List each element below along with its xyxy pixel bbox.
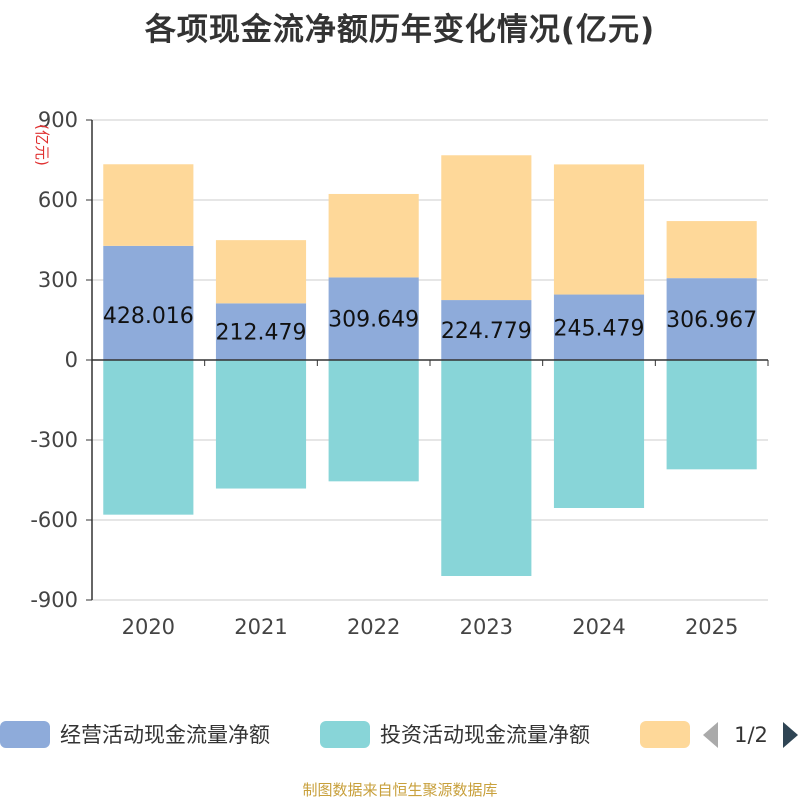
bar-2023-series-3 [441,155,532,301]
legend-next-page-icon[interactable] [783,722,798,748]
legend-page-indicator: 1/2 [734,723,768,747]
bar-2023-series-2 [441,360,532,576]
legend: 经营活动现金流量净额 投资活动现金流量净额 1/2 [0,721,798,748]
bar-2024-series-2 [553,360,645,508]
data-label-2023: 224.779 [441,319,532,344]
x-tick-label: 2025 [685,615,738,639]
bar-2021-series-3 [215,240,307,304]
bar-2021-series-2 [215,360,307,489]
bar-2022-series-2 [328,360,419,482]
data-label-2022: 309.649 [328,308,419,333]
bar-2025-series-1 [666,278,757,360]
bar-2025-series-2 [666,360,757,470]
data-label-2020: 428.016 [103,304,194,329]
y-tick-label: 0 [65,348,78,372]
y-tick-label: -600 [30,508,78,532]
data-labels: 428.016 212.479 309.649 224.779 245.479 306.9… [103,304,757,346]
axes: 900 600 300 0 -300 -600 -900 2020 2021 2022 2023 20… [30,108,769,639]
y-tick-label: -900 [30,588,78,612]
x-tick-label: 2024 [572,615,625,639]
x-tick-label: 2020 [122,615,175,639]
legend-label-2: 投资活动现金流量净额 [380,723,590,747]
bar-2025-series-3 [666,221,757,279]
bar-2022-series-1 [328,277,419,360]
y-tick-label: -300 [30,428,78,452]
legend-label-1: 经营活动现金流量净额 [60,723,270,747]
bar-2024-series-1 [553,294,645,360]
x-tick-label: 2023 [460,615,513,639]
bar-2024-series-3 [553,164,645,295]
bar-2020-series-3 [103,164,194,246]
x-tick-label: 2022 [347,615,400,639]
y-tick-label: 300 [38,268,78,292]
bar-2022-series-3 [328,193,419,278]
chart-title: 各项现金流净额历年变化情况(亿元) [144,12,656,48]
bars [103,155,757,576]
legend-swatch-3 [640,721,690,748]
data-label-2025: 306.967 [666,308,757,333]
data-label-2021: 212.479 [216,321,307,346]
legend-swatch-1 [0,721,50,748]
x-tick-label: 2021 [234,615,287,639]
data-label-2024: 245.479 [554,316,645,341]
y-axis-unit-label: (亿元) [33,124,51,166]
bar-2020-series-1 [103,245,194,360]
source-note: 制图数据来自恒生聚源数据库 [302,781,498,799]
bar-2021-series-1 [215,303,307,360]
y-tick-label: 600 [38,188,78,212]
y-tick-label: 900 [38,108,78,132]
bar-2023-series-1 [441,300,532,360]
legend-swatch-2 [320,721,370,748]
legend-prev-page-icon[interactable] [703,722,718,748]
bar-2020-series-2 [103,360,194,515]
